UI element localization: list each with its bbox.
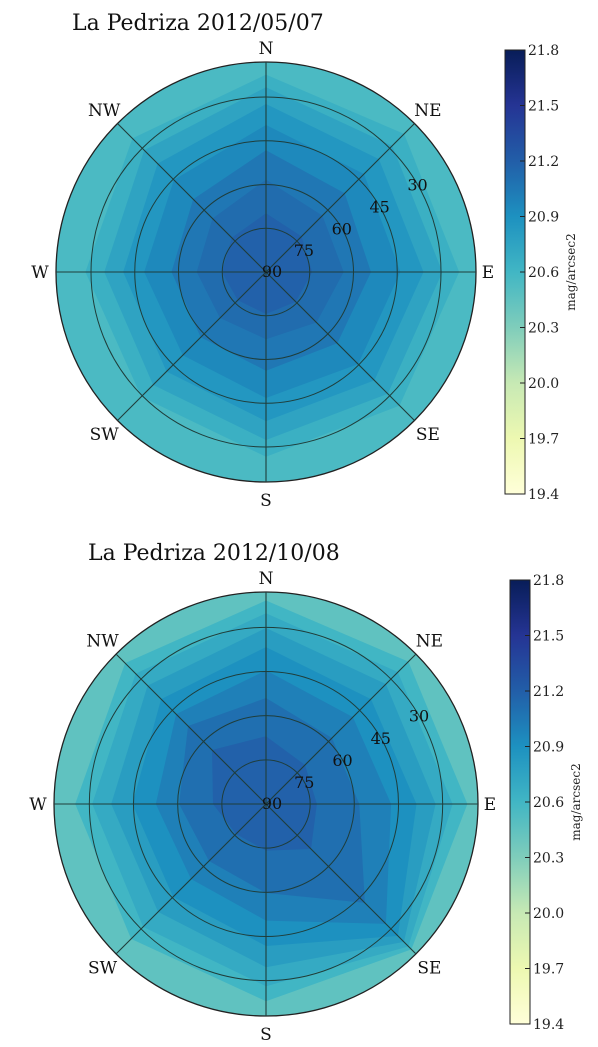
chart-title-2: La Pedriza 2012/10/08: [88, 541, 340, 566]
altitude-label-60: 60: [332, 751, 352, 770]
contour-band-7: [212, 736, 317, 851]
direction-label-nw: NW: [88, 101, 121, 121]
direction-label-ne: NE: [416, 632, 443, 652]
direction-label-w: W: [29, 795, 47, 815]
polar-grid-2: [53, 591, 479, 1017]
colorbar-tick-19.4: 19.4: [528, 487, 559, 503]
altitude-label-45: 45: [369, 197, 389, 216]
direction-label-ne: NE: [414, 101, 441, 121]
spoke-sw: [117, 271, 267, 421]
colorbar-tick-21.5: 21.5: [528, 99, 559, 115]
altitude-label-45: 45: [371, 729, 391, 748]
colorbar-1: 21.8 21.5 21.2 20.9 20.6 20.3 20.0 19.7 19.4 mag/…: [504, 43, 578, 503]
spoke-nw: [115, 653, 267, 805]
direction-labels-1: N NE E SE S SW W NW: [31, 39, 494, 511]
colorbar-tick-20.9: 20.9: [533, 740, 564, 756]
polar-chart-1: La Pedriza 2012/05/07 N NE E SE S SW W NW 30 45 6…: [31, 11, 578, 511]
spoke-ne: [265, 123, 415, 273]
altitude-label-30: 30: [409, 707, 429, 726]
spoke-se: [265, 803, 417, 955]
altitude-label-75: 75: [294, 241, 314, 260]
spoke-se: [265, 271, 415, 421]
colorbar-tick-21.8: 21.8: [528, 43, 559, 59]
colorbar-tick-20.0: 20.0: [528, 376, 559, 392]
colorbar-label: mag/arcsec2: [569, 763, 583, 840]
colorbar-tick-19.7: 19.7: [533, 962, 564, 978]
polar-chart-2: La Pedriza 2012/10/08 N NE E SE S SW W NW 30 45 6…: [29, 541, 583, 1045]
colorbar-2: 21.8 21.5 21.2 20.9 20.6 20.3 20.0 19.7 19.4 mag/…: [509, 573, 583, 1033]
altitude-label-60: 60: [332, 219, 352, 238]
direction-labels-2: N NE E SE S SW W NW: [29, 569, 496, 1045]
colorbar-tick-21.2: 21.2: [533, 684, 564, 700]
altitude-label-30: 30: [407, 176, 427, 195]
colorbar-tick-19.4: 19.4: [533, 1017, 564, 1033]
direction-label-nw: NW: [86, 632, 119, 652]
colorbar-tick-20.6: 20.6: [533, 795, 564, 811]
colorbar-tick-20.0: 20.0: [533, 906, 564, 922]
colorbar-tick-21.5: 21.5: [533, 629, 564, 645]
direction-label-s: S: [260, 1025, 272, 1045]
polar-grid-1: [55, 61, 477, 483]
colorbar-tick-20.9: 20.9: [528, 210, 559, 226]
direction-label-e: E: [484, 795, 496, 815]
altitude-labels-1: 30 45 60 75 90: [262, 176, 428, 282]
direction-label-se: SE: [416, 425, 440, 445]
altitude-label-75: 75: [294, 773, 314, 792]
colorbar-tick-20.3: 20.3: [533, 851, 564, 867]
direction-label-sw: SW: [90, 425, 120, 445]
colorbar-tick-21.2: 21.2: [528, 154, 559, 170]
spoke-nw: [117, 123, 267, 273]
direction-label-sw: SW: [88, 958, 118, 978]
direction-label-n: N: [259, 569, 274, 589]
colorbar-tick-20.6: 20.6: [528, 265, 559, 281]
colorbar-tick-20.3: 20.3: [528, 321, 559, 337]
direction-label-se: SE: [417, 958, 441, 978]
colorbar-tick-21.8: 21.8: [533, 573, 564, 589]
chart-title-1: La Pedriza 2012/05/07: [72, 11, 324, 36]
altitude-labels-2: 30 45 60 75 90: [262, 707, 429, 813]
direction-label-w: W: [31, 263, 49, 283]
colorbar-label: mag/arcsec2: [564, 233, 578, 310]
direction-label-s: S: [260, 491, 272, 511]
contour-band-7: [221, 213, 313, 314]
altitude-label-90: 90: [262, 262, 282, 281]
colorbar-tick-19.7: 19.7: [528, 432, 559, 448]
spoke-ne: [265, 653, 417, 805]
altitude-label-90: 90: [262, 794, 282, 813]
direction-label-e: E: [482, 263, 494, 283]
direction-label-n: N: [259, 39, 274, 59]
spoke-sw: [115, 803, 267, 955]
